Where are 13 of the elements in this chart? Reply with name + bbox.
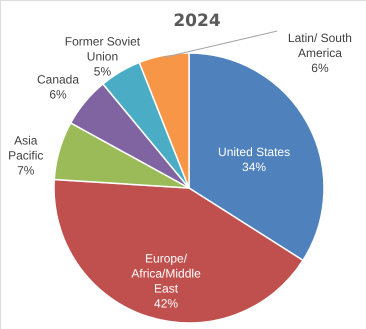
data-label: 5%	[94, 64, 112, 79]
data-label: 7%	[17, 164, 35, 178]
data-label: 6%	[49, 88, 68, 102]
slice-label: United States	[218, 145, 290, 160]
chart-title: 2024	[173, 11, 221, 31]
slice-label: Former Soviet Union	[64, 34, 141, 64]
slice-label: Latin/ South America	[288, 31, 352, 60]
data-label: 6%	[311, 61, 329, 75]
slice-label: Asia Pacific	[8, 134, 44, 163]
slice-label: Canada	[36, 72, 80, 87]
slice-label: Europe/Africa/Middle East	[131, 252, 202, 296]
data-label: 42%	[154, 296, 178, 311]
data-label: 34%	[242, 160, 266, 174]
